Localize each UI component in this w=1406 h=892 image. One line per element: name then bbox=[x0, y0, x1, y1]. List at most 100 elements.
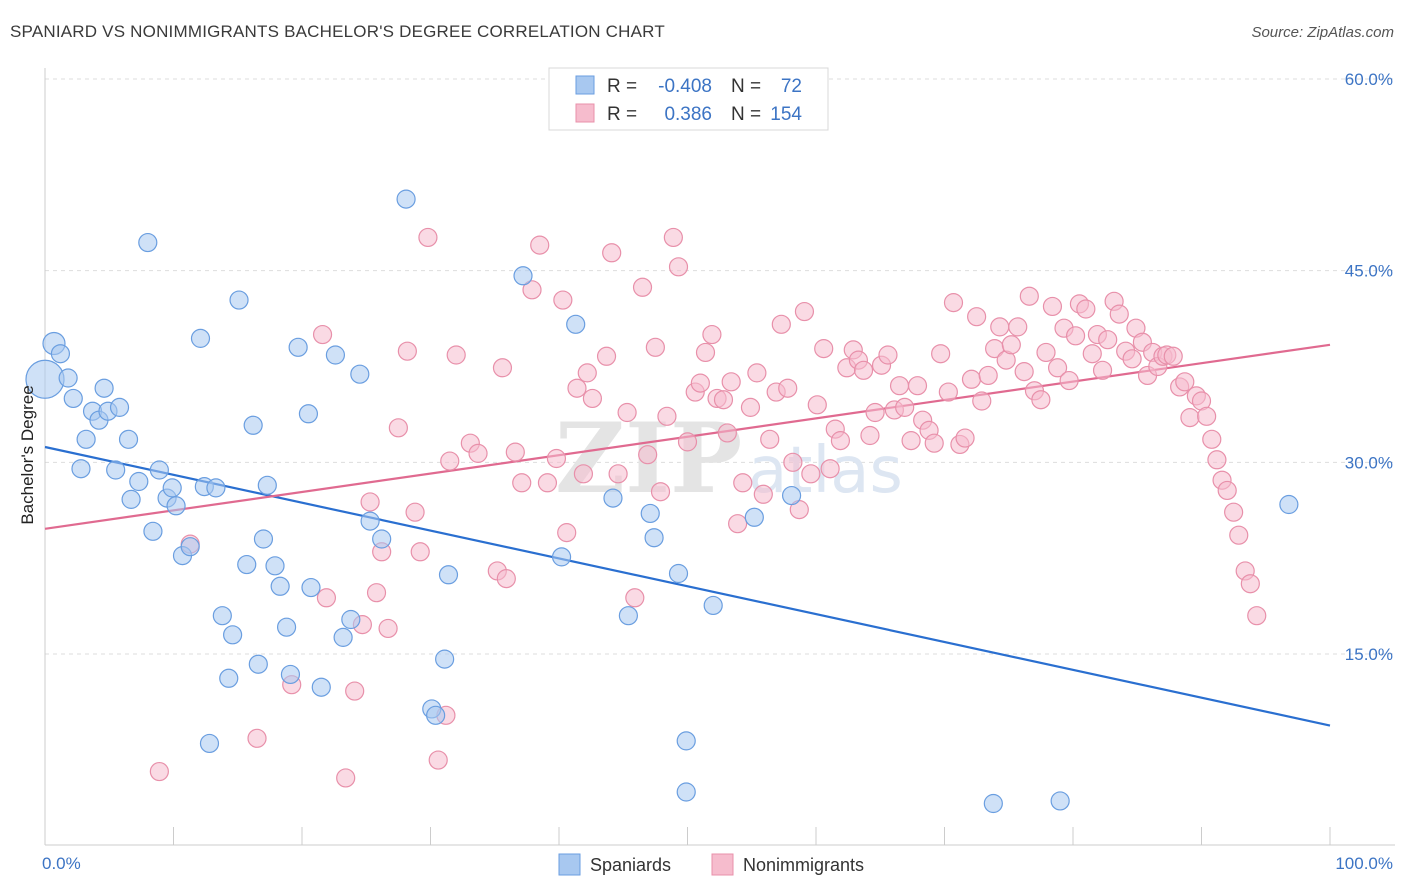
spaniard-point bbox=[603, 488, 623, 508]
nonimmigrant-point bbox=[1036, 342, 1056, 363]
nonimmigrant-point bbox=[1197, 406, 1217, 426]
data-points bbox=[25, 82, 1299, 814]
spaniard-point bbox=[1279, 494, 1299, 515]
nonimmigrant-point bbox=[717, 423, 737, 443]
spaniard-point bbox=[223, 625, 243, 645]
nonimmigrant-point bbox=[608, 464, 628, 484]
nonimmigrant-point bbox=[596, 346, 617, 366]
nonimmigrant-point bbox=[853, 360, 874, 380]
spaniard-point bbox=[190, 328, 211, 348]
y-tick-label: 60.0% bbox=[1345, 70, 1393, 89]
spaniard-point bbox=[248, 654, 268, 674]
nonimmigrant-point bbox=[1065, 326, 1086, 346]
nonimmigrant-point bbox=[895, 397, 915, 417]
nonimmigrant-point bbox=[553, 290, 573, 310]
nonimmigrant-point bbox=[512, 473, 532, 493]
nonimmigrant-point bbox=[747, 363, 767, 383]
spaniard-point bbox=[71, 459, 91, 479]
spaniard-point bbox=[138, 232, 158, 253]
nonimmigrant-point bbox=[771, 314, 791, 334]
nonimmigrant-point bbox=[557, 523, 577, 543]
bottom-legend-label-nonimmigrants: Nonimmigrants bbox=[743, 855, 864, 875]
nonimmigrant-point bbox=[546, 448, 567, 469]
x-tick-label: 100.0% bbox=[1335, 854, 1393, 873]
nonimmigrant-point bbox=[733, 473, 753, 493]
spaniard-point bbox=[143, 521, 163, 541]
spaniard-point bbox=[566, 314, 586, 334]
nonimmigrant-point bbox=[760, 429, 780, 449]
nonimmigrant-point bbox=[1092, 360, 1113, 380]
spaniard-point bbox=[280, 664, 301, 685]
nonimmigrant-point bbox=[1059, 370, 1079, 391]
spaniard-point bbox=[109, 397, 130, 417]
spaniard-point bbox=[703, 595, 723, 616]
nonimmigrant-point bbox=[378, 618, 398, 639]
source-credit: Source: ZipAtlas.com bbox=[1251, 24, 1394, 41]
nonimmigrant-point bbox=[645, 337, 665, 357]
nonimmigrant-point bbox=[677, 432, 698, 452]
nonimmigrant-point bbox=[889, 376, 910, 396]
spaniard-point bbox=[438, 565, 459, 585]
nonimmigrant-point bbox=[967, 307, 987, 327]
nonimmigrant-point bbox=[1240, 574, 1260, 594]
spaniard-point bbox=[644, 528, 664, 548]
nonimmigrant-point bbox=[690, 373, 710, 393]
spaniard-point bbox=[265, 556, 285, 576]
nonimmigrant-point bbox=[830, 431, 851, 451]
spaniard-point bbox=[63, 388, 83, 409]
spaniard-point bbox=[311, 677, 331, 697]
nonimmigrant-point bbox=[1224, 502, 1244, 522]
nonimmigrant-point bbox=[410, 542, 430, 562]
spaniard-point bbox=[513, 266, 533, 286]
legend-swatch-nonimmigrants bbox=[575, 103, 595, 123]
nonimmigrant-point bbox=[901, 431, 921, 451]
legend-r-label: R = bbox=[607, 76, 637, 97]
nonimmigrant-point bbox=[492, 358, 513, 378]
nonimmigrant-point bbox=[1047, 358, 1068, 378]
nonimmigrant-point bbox=[316, 588, 337, 608]
chart-title: SPANIARD VS NONIMMIGRANTS BACHELOR'S DEG… bbox=[10, 22, 665, 41]
spaniard-point bbox=[149, 460, 169, 480]
nonimmigrant-point bbox=[1076, 299, 1096, 319]
nonimmigrant-point bbox=[537, 473, 558, 493]
nonimmigrant-point bbox=[1163, 346, 1183, 366]
spaniard-point bbox=[219, 668, 239, 688]
nonimmigrant-point bbox=[721, 372, 741, 392]
axes bbox=[44, 68, 1395, 846]
nonimmigrant-point bbox=[405, 502, 425, 522]
nonimmigrant-point bbox=[582, 388, 603, 409]
nonimmigrant-point bbox=[1019, 286, 1039, 306]
legend-box bbox=[548, 67, 829, 131]
nonimmigrant-point bbox=[1202, 429, 1222, 449]
nonimmigrant-point bbox=[440, 451, 460, 471]
spaniard-point bbox=[983, 793, 1003, 814]
spaniard-point bbox=[298, 404, 319, 424]
nonimmigrant-point bbox=[924, 433, 944, 453]
nonimmigrant-point bbox=[783, 452, 803, 472]
spaniard-point bbox=[676, 782, 696, 802]
nonimmigrant-point bbox=[496, 569, 516, 589]
spaniard-point bbox=[257, 475, 277, 495]
nonimmigrant-point bbox=[1001, 335, 1021, 355]
spaniard-point bbox=[118, 429, 139, 449]
bottom-legend: Spaniards Nonimmigrants bbox=[558, 853, 864, 876]
spaniard-point bbox=[551, 547, 572, 567]
nonimmigrant-point bbox=[1008, 317, 1028, 337]
spaniard-point bbox=[270, 576, 290, 596]
nonimmigrant-point bbox=[602, 243, 622, 263]
spaniard-point bbox=[350, 364, 370, 384]
nonimmigrant-point bbox=[753, 484, 773, 504]
nonimmigrant-point bbox=[1180, 408, 1200, 428]
nonimmigrant-point bbox=[625, 588, 645, 608]
nonimmigrant-point bbox=[943, 293, 964, 313]
nonimmigrant-point bbox=[702, 324, 722, 345]
spaniard-point bbox=[396, 189, 416, 209]
nonimmigrant-point bbox=[366, 583, 387, 603]
nonimmigrant-point bbox=[865, 402, 885, 423]
nonimmigrant-point bbox=[1098, 330, 1118, 350]
nonimmigrant-point bbox=[468, 443, 488, 463]
x-tick-label: 0.0% bbox=[42, 854, 81, 873]
spaniard-point bbox=[166, 496, 186, 516]
legend-n-label: N = bbox=[731, 76, 761, 97]
spaniard-point bbox=[212, 606, 232, 626]
